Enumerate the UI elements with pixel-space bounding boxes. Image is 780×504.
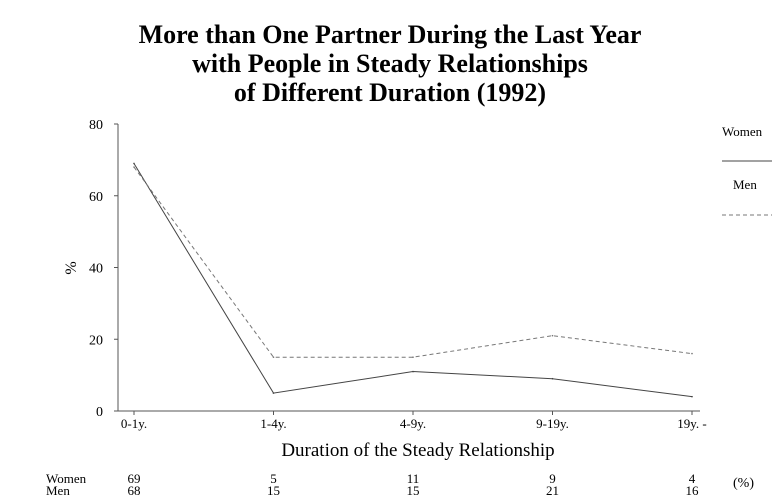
table-value-women: 5: [270, 471, 277, 486]
y-tick-label: 40: [89, 262, 103, 277]
data-point-women: [412, 370, 414, 373]
data-point-men: [412, 356, 414, 358]
y-tick-label: 60: [89, 190, 103, 205]
data-point-women: [691, 395, 693, 398]
chart-title: More than One Partner During the Last Ye…: [0, 20, 780, 107]
x-tick-label: 1-4y.: [260, 416, 286, 431]
x-tick-label: 0-1y.: [121, 416, 147, 431]
table-value-women: 4: [688, 471, 696, 486]
table-value-women: 69: [127, 471, 141, 486]
chart-title-line-3: of Different Duration (1992): [233, 78, 547, 107]
x-tick-label: 4-9y.: [400, 416, 426, 431]
data-point-women: [272, 392, 275, 394]
data-point-men: [691, 352, 693, 355]
table-value-men: 68: [127, 483, 141, 498]
table-value-men: 15: [406, 483, 420, 498]
x-tick-label: 19y. -: [677, 416, 707, 431]
table-unit: (%): [733, 476, 754, 491]
data-point-men: [551, 334, 554, 337]
data-point-women: [133, 162, 135, 165]
table-value-men: 21: [546, 483, 559, 498]
x-tick-label: 9-19y.: [536, 416, 569, 431]
y-tick-label: 80: [89, 118, 103, 133]
table-value-men: 16: [685, 483, 699, 498]
legend-label-women: Women: [722, 124, 763, 139]
table-row-label-women: Women: [46, 471, 87, 486]
legend-label-men: Men: [733, 177, 757, 192]
table-value-women: 9: [549, 471, 556, 486]
table-value-men: 15: [267, 483, 280, 498]
y-axis-label: %: [63, 261, 80, 274]
y-tick-label: 0: [96, 405, 103, 420]
chart-title-line-1: More than One Partner During the Last Ye…: [138, 20, 642, 49]
table-value-women: 11: [406, 471, 420, 486]
data-point-men: [133, 166, 135, 168]
data-point-men: [272, 356, 275, 358]
series-line-men: [133, 166, 693, 358]
x-axis-label: Duration of the Steady Relationship: [281, 440, 554, 461]
series-line-women: [133, 163, 693, 398]
data-point-women: [551, 377, 554, 380]
chart-title-line-2: with People in Steady Relationships: [192, 49, 588, 78]
table-row-label-men: Men: [46, 483, 70, 498]
y-tick-label: 20: [89, 333, 103, 348]
